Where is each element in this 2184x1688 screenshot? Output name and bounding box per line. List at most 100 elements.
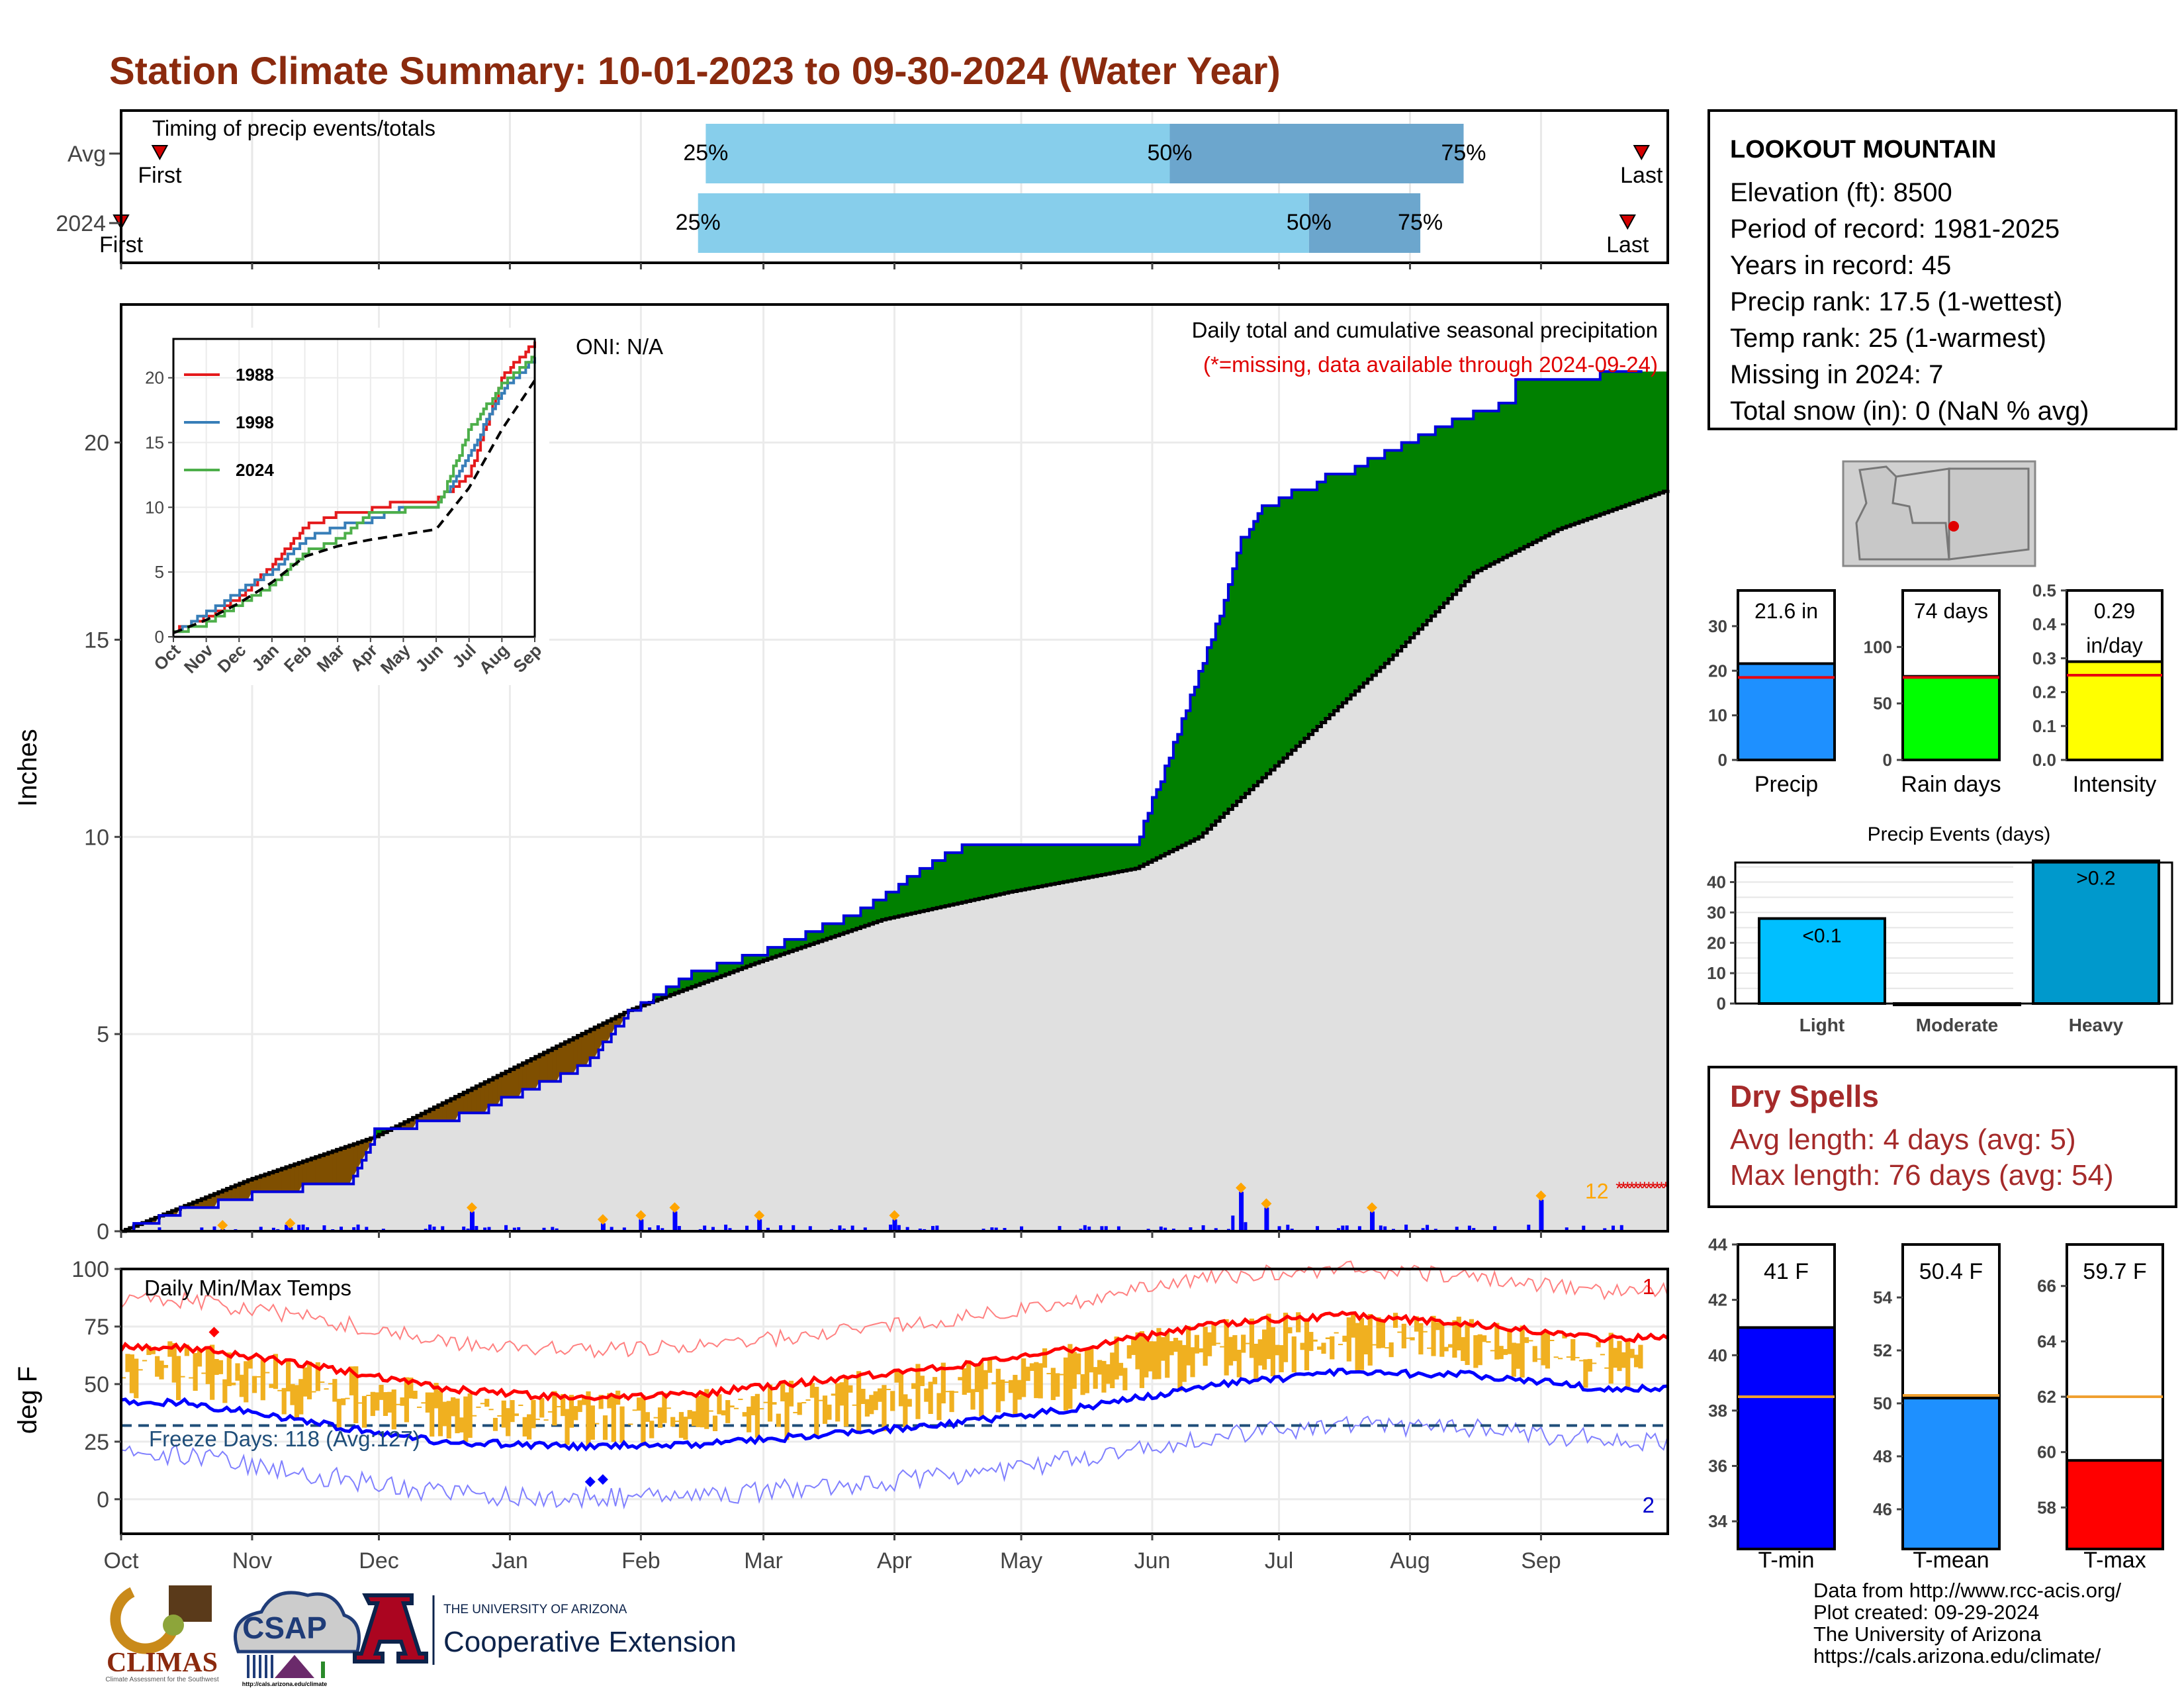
daily-temp-bar (649, 1421, 655, 1438)
daily-temp-bar (302, 1367, 308, 1397)
surplus-fill (1574, 379, 1580, 524)
daily-temp-bar (1312, 1339, 1318, 1342)
daily-temp-bar (138, 1369, 143, 1371)
daily-precip-bar (504, 1225, 508, 1231)
daily-temp-bar (1029, 1363, 1035, 1372)
station-snow: Total snow (in): 0 (NaN % avg) (1730, 397, 2089, 426)
daily-temp-bar (332, 1379, 338, 1402)
daily-precip-bar (322, 1225, 326, 1231)
temp-ytick-label: 75 (84, 1315, 109, 1340)
daily-temp-bar (1228, 1336, 1234, 1366)
summary-bar-Rain days (1901, 675, 2001, 761)
daily-precip-bar (892, 1219, 897, 1231)
daily-temp-bar (1089, 1346, 1094, 1373)
surplus-fill (864, 908, 870, 926)
daily-temp-bar (256, 1376, 261, 1378)
surplus-fill (1494, 410, 1500, 562)
deficit-fill (416, 1115, 422, 1121)
surplus-fill (1392, 450, 1398, 655)
surplus-fill (1612, 371, 1617, 510)
daily-temp-bar (1532, 1346, 1537, 1362)
daily-temp-bar (1186, 1325, 1191, 1366)
missing-marker: * (1641, 1178, 1648, 1198)
credits: Data from http://www.rcc-acis.org/ Plot … (1813, 1579, 2121, 1667)
month-label: Jan (492, 1548, 528, 1573)
daily-temp-bar (201, 1372, 206, 1374)
daily-precip-bar (212, 1226, 216, 1231)
station-elevation: Elevation (ft): 8500 (1730, 178, 1952, 207)
surplus-fill (1422, 434, 1428, 625)
deficit-fill (463, 1092, 469, 1113)
surplus-fill (738, 962, 743, 970)
map-state-right (1948, 467, 2030, 561)
surplus-fill (1148, 813, 1153, 863)
deficit-fill (265, 1174, 270, 1192)
surplus-fill (987, 845, 992, 897)
daily-temp-bar (962, 1368, 967, 1395)
surplus-fill (1621, 371, 1626, 507)
surplus-fill (1321, 482, 1326, 723)
daily-precip-bar (711, 1227, 715, 1231)
precip-events-chart: Precip Events (days) <0.1 Light Moderate >0.… (1707, 823, 2173, 1035)
daily-temp-bar (556, 1406, 561, 1408)
daily-temp-bar (383, 1391, 388, 1417)
temp-summary-value: 41 F (1764, 1259, 1809, 1284)
surplus-fill (1549, 379, 1555, 534)
surplus-fill (742, 955, 747, 968)
daily-temp-bar (586, 1391, 591, 1446)
daily-temp-bar (1025, 1366, 1030, 1382)
daily-precip-bar (792, 1225, 796, 1231)
surplus-fill (1253, 521, 1259, 786)
daily-temp-bar (594, 1423, 600, 1425)
deficit-fill (467, 1090, 473, 1113)
daily-temp-bar (1608, 1333, 1614, 1384)
daily-precip-bar (897, 1225, 901, 1231)
surplus-fill (1380, 458, 1385, 668)
summary-ytick-label: 0.3 (2032, 648, 2056, 668)
daily-temp-bar (670, 1417, 676, 1427)
daily-temp-bar (970, 1389, 976, 1410)
daily-temp-bar (864, 1399, 870, 1417)
temp-summary-ytick-label: 66 (2037, 1276, 2056, 1296)
avg-cumulative-line (121, 489, 1670, 1233)
daily-temp-bar (366, 1395, 371, 1397)
surplus-fill (1097, 845, 1102, 876)
daily-precip-bar (1467, 1225, 1471, 1231)
daily-precip-bar (1286, 1225, 1290, 1231)
daily-temp-bar (218, 1360, 224, 1374)
timing-label-50: 50% (1147, 140, 1192, 165)
surplus-fill (1461, 418, 1466, 586)
daily-temp-bar (573, 1406, 578, 1421)
daily-temp-bar (809, 1383, 815, 1398)
station-name: LOOKOUT MOUNTAIN (1730, 136, 1997, 164)
daily-temp-bar (184, 1344, 189, 1356)
surplus-fill (797, 939, 802, 949)
inset-frame (172, 338, 536, 638)
daily-temp-bar (979, 1362, 984, 1417)
daily-temp-bar (974, 1363, 980, 1392)
daily-temp-bar (1126, 1345, 1132, 1359)
deficit-fill (349, 1145, 354, 1184)
deficit-fill (531, 1058, 536, 1090)
csap-logo-text: CSAP (242, 1611, 327, 1645)
surplus-fill (1068, 845, 1073, 881)
surplus-fill (945, 853, 950, 906)
surplus-fill (924, 868, 929, 911)
temp-summary-axis-label: T-mean (1913, 1548, 1989, 1573)
daily-temp-bar (1578, 1360, 1584, 1362)
daily-temp-bar (1587, 1358, 1592, 1372)
surplus-fill (983, 845, 988, 898)
surplus-fill (1308, 490, 1314, 735)
deficit-fill (400, 1123, 405, 1129)
surplus-fill (1042, 845, 1047, 886)
daily-temp-bar (531, 1399, 536, 1429)
daily-temp-bar (1388, 1342, 1394, 1358)
surplus-fill (1199, 671, 1204, 837)
daily-temp-bar (1114, 1336, 1119, 1380)
daily-event-marker (217, 1220, 228, 1231)
ua-logo-icon (353, 1593, 428, 1664)
daily-temp-bar (189, 1377, 194, 1379)
daily-temp-bar (1427, 1347, 1432, 1349)
surplus-fill (1186, 710, 1191, 843)
summary-ytick-label: 0.5 (2032, 581, 2056, 600)
